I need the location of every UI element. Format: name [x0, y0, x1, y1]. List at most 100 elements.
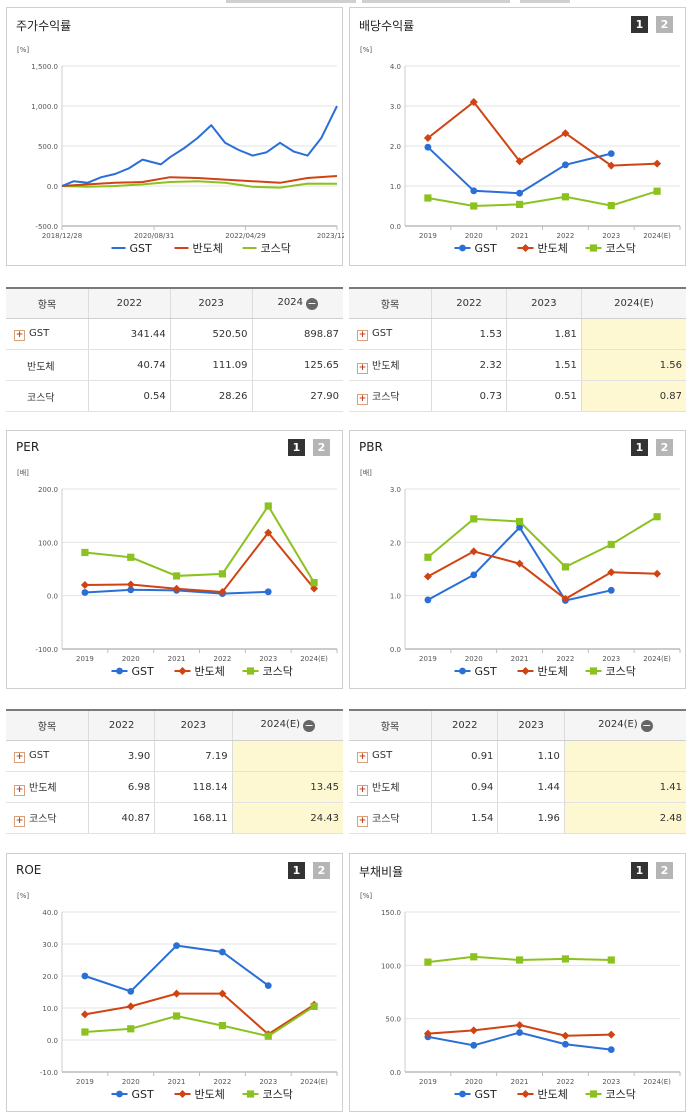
- data-point: [459, 244, 466, 252]
- x-tick-label: 2022: [557, 232, 575, 240]
- expand-icon[interactable]: +: [357, 784, 368, 796]
- data-point: [653, 513, 661, 521]
- data-point: [469, 1026, 478, 1035]
- collapse-icon[interactable]: −: [640, 719, 653, 732]
- data-point: [653, 187, 661, 195]
- page-2-button[interactable]: 2: [656, 862, 673, 879]
- x-tick-label: 2022: [557, 1078, 575, 1086]
- cell: 125.65: [251, 349, 343, 381]
- data-point: [515, 517, 524, 526]
- legend-label: 반도체: [193, 242, 223, 255]
- legend-item-kosdaq: 코스닥: [242, 665, 293, 678]
- data-point: [470, 1041, 478, 1049]
- row-label: 코스닥: [29, 813, 57, 825]
- expand-icon[interactable]: +: [357, 751, 368, 763]
- row-name: + GST: [349, 740, 432, 772]
- data-point: [516, 1029, 523, 1036]
- expand-icon[interactable]: +: [357, 329, 368, 341]
- page-2-button[interactable]: 2: [656, 439, 673, 456]
- data-point: [561, 563, 570, 571]
- expand-icon[interactable]: +: [14, 784, 25, 796]
- row-name: 반도체: [6, 349, 89, 381]
- stock-return-chart: [%] 1,500.0 1,000.0 500.0 0.0 -500.02018/12/2…: [17, 46, 344, 255]
- row-name: + GST: [6, 740, 89, 772]
- data-point: [219, 948, 226, 956]
- panel-title: PBR: [359, 440, 383, 454]
- row-name: + 반도체: [349, 349, 432, 381]
- data-point: [521, 1090, 530, 1098]
- legend-label: GST: [475, 242, 498, 255]
- expand-icon[interactable]: +: [14, 329, 25, 341]
- page-1-button[interactable]: 1: [288, 862, 305, 879]
- y-tick-label: 0.0: [390, 646, 401, 654]
- data-point: [469, 98, 478, 106]
- roe-chart: [%] 40.0 30.0 20.0 10.0 0.0 -10.0 2019 2020 2021 2…: [17, 892, 338, 1101]
- data-point: [607, 150, 615, 158]
- legend-item-kosdaq: 코스닥: [585, 242, 636, 255]
- data-point: [589, 667, 598, 675]
- series-semi: [80, 989, 319, 1039]
- legend-item-gst: GST: [111, 1088, 154, 1101]
- data-point: [521, 244, 530, 252]
- data-point: [459, 667, 466, 675]
- x-tick-label: 2024(E): [300, 1078, 328, 1086]
- legend-label: 코스닥: [606, 1088, 636, 1101]
- page-1-button[interactable]: 1: [288, 439, 305, 456]
- page-2-button[interactable]: 2: [313, 862, 330, 879]
- series-kosdaq: [81, 502, 318, 587]
- return-table: 항목 2022 2023 2024− + GST 341.44 520.50 89…: [6, 287, 343, 412]
- row-name: + GST: [6, 318, 89, 350]
- expand-icon[interactable]: +: [357, 815, 368, 827]
- header-col: 2022: [87, 710, 155, 741]
- legend-label: 반도체: [538, 665, 568, 678]
- page-1-button[interactable]: 1: [631, 862, 648, 879]
- table-row: 코스닥 0.54 28.26 27.90: [6, 380, 343, 412]
- y-tick-label: 1.0: [390, 183, 401, 191]
- x-tick-label: 2021: [511, 655, 529, 663]
- legend-item-kosdaq: 코스닥: [585, 1088, 636, 1101]
- x-tick-label: 2024(E): [643, 232, 671, 240]
- x-tick-label: 2021: [168, 655, 186, 663]
- x-tick-label: 2020: [465, 232, 483, 240]
- data-point: [172, 1012, 181, 1020]
- data-point: [173, 942, 180, 949]
- data-point: [561, 594, 570, 603]
- series-semi: [423, 547, 662, 603]
- table-row: + 코스닥 40.87 168.11 24.43: [6, 802, 343, 834]
- y-tick-label: 500.0: [38, 143, 58, 151]
- data-point: [607, 1046, 615, 1053]
- collapse-icon[interactable]: −: [305, 297, 318, 310]
- x-tick-label: 2023: [259, 1078, 277, 1086]
- legend-item-semi: 반도체: [174, 665, 225, 678]
- page-2-button[interactable]: 2: [656, 16, 673, 33]
- data-point: [81, 1028, 89, 1036]
- expand-icon[interactable]: +: [14, 751, 25, 763]
- expand-icon[interactable]: +: [357, 362, 368, 374]
- legend-item-semi: 반도체: [174, 1088, 225, 1101]
- row-name: + 코스닥: [349, 802, 432, 834]
- series-line: [427, 100, 658, 167]
- x-tick-label: 2021: [168, 1078, 186, 1086]
- page-2-button[interactable]: 2: [313, 439, 330, 456]
- cell: 28.26: [169, 380, 252, 412]
- cell: 1.54: [430, 802, 498, 834]
- expand-icon[interactable]: +: [357, 393, 368, 405]
- header-col: 2023: [505, 288, 582, 319]
- expand-icon[interactable]: +: [14, 815, 25, 827]
- data-point: [246, 667, 255, 675]
- table-row: + GST 3.90 7.19: [6, 740, 343, 772]
- page-1-button[interactable]: 1: [631, 16, 648, 33]
- page-1-button[interactable]: 1: [631, 439, 648, 456]
- y-tick-label: 0.0: [390, 1069, 401, 1077]
- legend-item-gst: GST: [454, 665, 497, 678]
- y-tick-label: -500.0: [35, 223, 58, 231]
- series-kosdaq: [424, 953, 615, 966]
- table-row: + GST 0.91 1.10: [349, 740, 686, 772]
- cell: 1.44: [497, 771, 565, 803]
- collapse-icon[interactable]: −: [303, 719, 316, 732]
- x-tick-label: 2022: [214, 655, 232, 663]
- y-tick-label: 4.0: [390, 63, 401, 71]
- data-point: [172, 989, 181, 998]
- data-point: [172, 584, 181, 593]
- x-tick-label: 2023: [259, 655, 277, 663]
